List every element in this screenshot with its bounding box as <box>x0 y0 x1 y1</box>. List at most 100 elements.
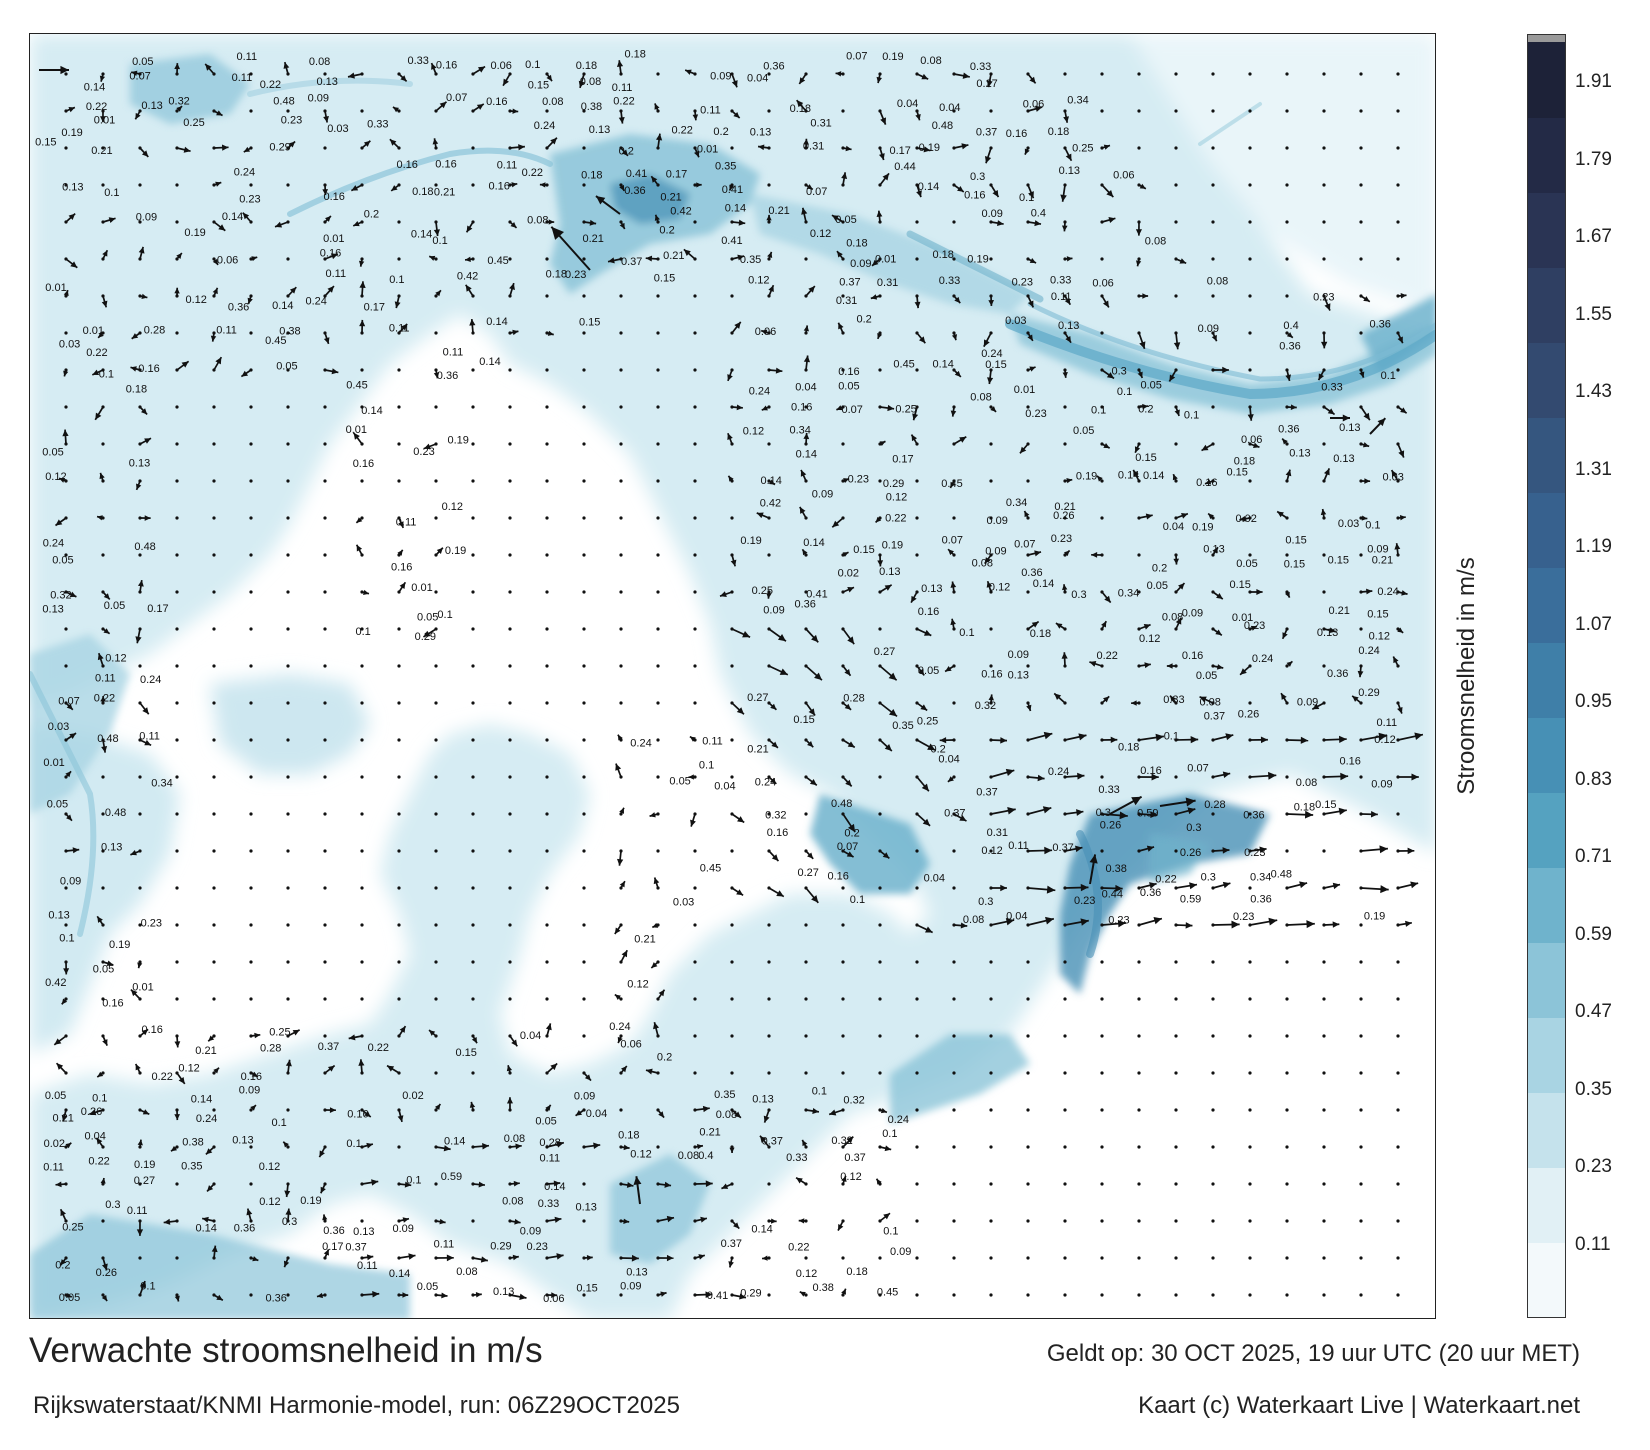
grid-dot <box>1396 1219 1400 1223</box>
current-arrow <box>428 255 437 261</box>
grid-dot <box>1248 812 1252 816</box>
current-arrow <box>1212 881 1231 889</box>
grid-dot <box>1359 1182 1363 1186</box>
grid-dot <box>1137 960 1141 964</box>
colorbar-tick-label: 1.91 <box>1575 71 1612 92</box>
grid-dot <box>989 479 993 483</box>
speed-label: 0.35 <box>181 1161 202 1173</box>
grid-dot <box>397 923 401 927</box>
speed-label: 0.09 <box>308 93 329 105</box>
grid-dot <box>545 553 549 557</box>
grid-dot <box>582 590 586 594</box>
current-arrow <box>1247 406 1254 421</box>
current-arrow <box>1320 508 1327 519</box>
speed-label: 0.37 <box>839 277 860 289</box>
current-arrow <box>877 554 884 567</box>
grid-dot <box>286 257 290 261</box>
current-arrow <box>914 295 921 309</box>
current-arrow <box>274 221 289 228</box>
grid-dot <box>212 627 216 631</box>
speed-label: 0.09 <box>393 1223 414 1235</box>
speed-label: 0.06 <box>620 1038 641 1050</box>
speed-label: 0.1 <box>1164 731 1179 743</box>
speed-label: 0.44 <box>1102 889 1123 901</box>
speed-label: 0.16 <box>791 401 812 413</box>
speed-label: 0.2 <box>1138 403 1153 415</box>
speed-label: 0.01 <box>875 253 896 265</box>
grid-dot <box>286 516 290 520</box>
current-arrow <box>953 369 962 378</box>
current-arrow <box>1169 695 1177 704</box>
current-arrow <box>805 665 823 681</box>
current-arrow <box>1101 884 1123 892</box>
speed-label: 0.15 <box>576 1283 597 1295</box>
speed-label: 0.32 <box>50 589 71 601</box>
current-arrow <box>1249 736 1268 744</box>
colorbar-tick-label: 1.79 <box>1575 148 1612 170</box>
grid-dot <box>471 368 475 372</box>
speed-label: 0.11 <box>700 104 721 116</box>
grid-dot <box>1100 1219 1104 1223</box>
grid-dot <box>212 923 216 927</box>
speed-label: 0.21 <box>699 1127 720 1139</box>
grid-dot <box>1322 1108 1326 1112</box>
grid-dot <box>175 960 179 964</box>
grid-dot <box>1174 294 1178 298</box>
speed-label: 0.13 <box>317 76 338 88</box>
grid-dot <box>138 664 142 668</box>
grid-dot <box>138 183 142 187</box>
current-arrow <box>944 665 955 673</box>
current-arrow <box>760 329 770 335</box>
current-arrow <box>361 1109 372 1118</box>
speed-label: 0.16 <box>981 669 1002 681</box>
speed-label: 0.14 <box>222 211 243 223</box>
grid-dot <box>545 294 549 298</box>
current-map[interactable]: 0.05 0.11 0.08 0.33 0.16 0.06 0.1 0.180.180.360… <box>30 34 1436 1319</box>
current-arrow <box>805 776 818 786</box>
grid-dot <box>175 701 179 705</box>
current-arrow <box>768 739 779 749</box>
current-arrow <box>619 807 625 815</box>
current-arrow <box>652 922 659 929</box>
grid-dot <box>286 368 290 372</box>
speed-label: 0.08 <box>1145 235 1166 247</box>
speed-label: 0.3 <box>105 1199 120 1211</box>
grid-dot <box>693 516 697 520</box>
speed-label: 0.22 <box>1097 650 1118 662</box>
map-panel[interactable]: 0.05 0.11 0.08 0.33 0.16 0.06 0.1 0.18 0.18 0.36 0… <box>29 33 1436 1319</box>
current-arrow <box>1062 369 1068 378</box>
grid-dot <box>1137 1034 1141 1038</box>
grid-dot <box>545 701 549 705</box>
grid-dot <box>1248 146 1252 150</box>
current-arrow <box>1394 543 1401 556</box>
grid-dot <box>1211 183 1215 187</box>
current-arrow <box>842 776 853 787</box>
speed-label: 0.04 <box>1163 521 1184 533</box>
speed-label: 0.42 <box>670 205 691 217</box>
current-arrow <box>1212 733 1234 741</box>
grid-dot <box>1322 72 1326 76</box>
grid-dot <box>471 146 475 150</box>
current-arrow <box>398 517 405 529</box>
grid-dot <box>545 516 549 520</box>
speed-label: 0.42 <box>457 271 478 283</box>
grid-dot <box>1174 997 1178 1001</box>
grid-dot <box>397 627 401 631</box>
grid-dot <box>471 886 475 890</box>
current-arrow <box>1132 469 1140 482</box>
grid-dot <box>397 1145 401 1149</box>
current-arrow <box>879 584 893 593</box>
current-arrow <box>756 512 770 519</box>
grid-dot <box>1322 442 1326 446</box>
current-arrow <box>800 469 807 482</box>
speed-label: 0.24 <box>888 1114 909 1126</box>
colorbar-tick-label: 0.11 <box>1575 1234 1611 1255</box>
speed-label: 0.14 <box>196 1223 217 1235</box>
grid-dot <box>249 886 253 890</box>
speed-label: 0.45 <box>487 255 508 267</box>
grid-dot <box>1026 590 1030 594</box>
current-arrow <box>1397 920 1412 927</box>
grid-dot <box>767 812 771 816</box>
grid-dot <box>1248 1256 1252 1260</box>
grid-dot <box>434 516 438 520</box>
